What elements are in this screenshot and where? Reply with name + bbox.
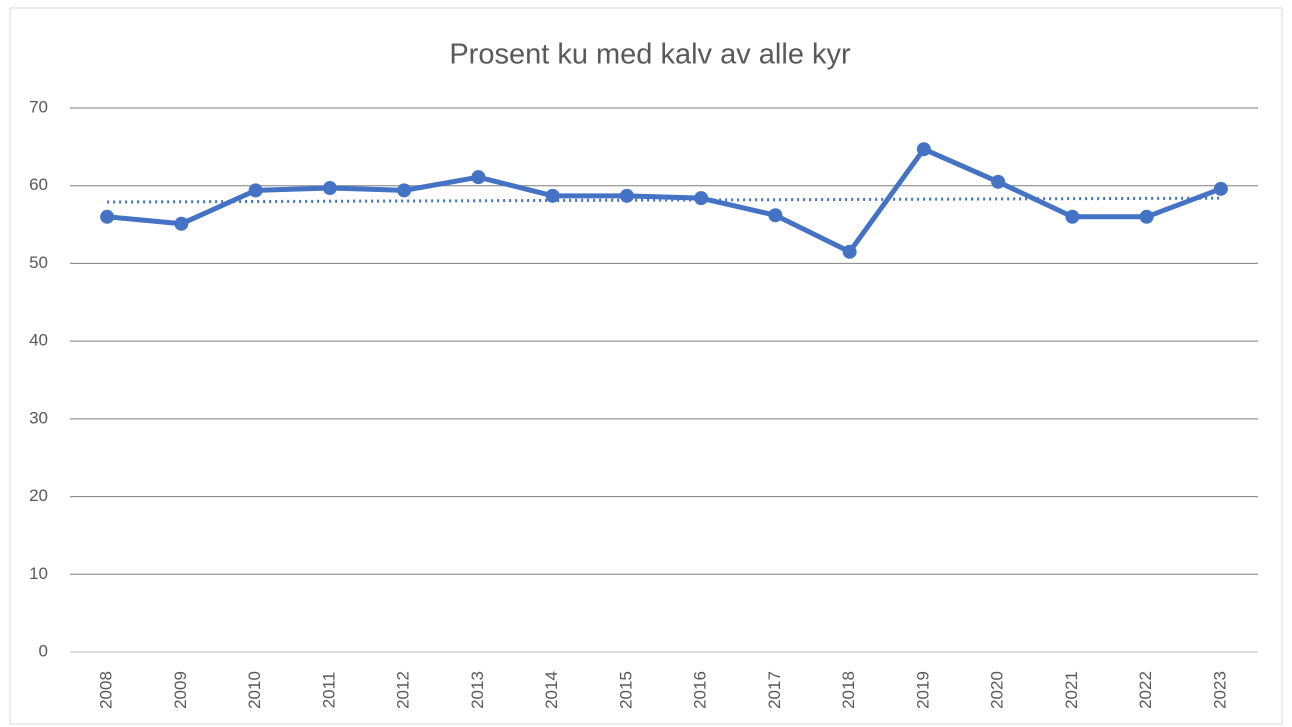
data-point <box>1139 209 1154 224</box>
x-tick-label: 2009 <box>171 671 190 709</box>
x-tick-label: 2012 <box>394 671 413 709</box>
data-point <box>694 191 709 206</box>
x-tick-label: 2016 <box>691 671 710 709</box>
x-tick-label: 2013 <box>468 671 487 709</box>
data-point <box>471 170 486 185</box>
y-tick-label: 0 <box>39 641 48 660</box>
x-tick-label: 2011 <box>319 672 338 709</box>
y-tick-label: 40 <box>29 331 48 350</box>
data-point <box>842 244 857 259</box>
y-tick-label: 30 <box>29 408 48 427</box>
data-point <box>100 209 115 224</box>
data-point <box>397 183 412 198</box>
y-tick-label: 50 <box>29 253 48 272</box>
data-point <box>916 142 931 157</box>
data-point <box>1213 181 1228 196</box>
x-tick-label: 2017 <box>765 671 784 709</box>
data-point <box>619 188 634 203</box>
data-point <box>991 174 1006 189</box>
chart-title: Prosent ku med kalv av alle kyr <box>449 39 851 71</box>
x-tick-label: 2015 <box>616 671 635 709</box>
x-tick-label: 2019 <box>913 671 932 709</box>
x-tick-label: 2014 <box>542 671 561 709</box>
chart-border <box>9 7 1283 725</box>
x-tick-label: 2022 <box>1136 671 1155 709</box>
x-tick-label: 2018 <box>839 671 858 709</box>
data-point <box>174 216 189 231</box>
y-tick-label: 60 <box>29 175 48 194</box>
y-tick-label: 20 <box>29 486 48 505</box>
data-point <box>248 183 263 198</box>
x-tick-label: 2008 <box>97 671 116 709</box>
y-tick-label: 70 <box>29 97 48 116</box>
data-point <box>545 188 560 203</box>
data-point <box>322 181 337 196</box>
data-point <box>768 208 783 223</box>
data-line <box>106 146 1222 255</box>
y-tick-label: 10 <box>29 564 48 583</box>
x-tick-label: 2020 <box>988 671 1007 709</box>
x-tick-label: 2021 <box>1062 671 1081 709</box>
x-tick-label: 2010 <box>245 671 264 709</box>
x-tick-label: 2023 <box>1210 671 1229 709</box>
data-point <box>1065 209 1080 224</box>
